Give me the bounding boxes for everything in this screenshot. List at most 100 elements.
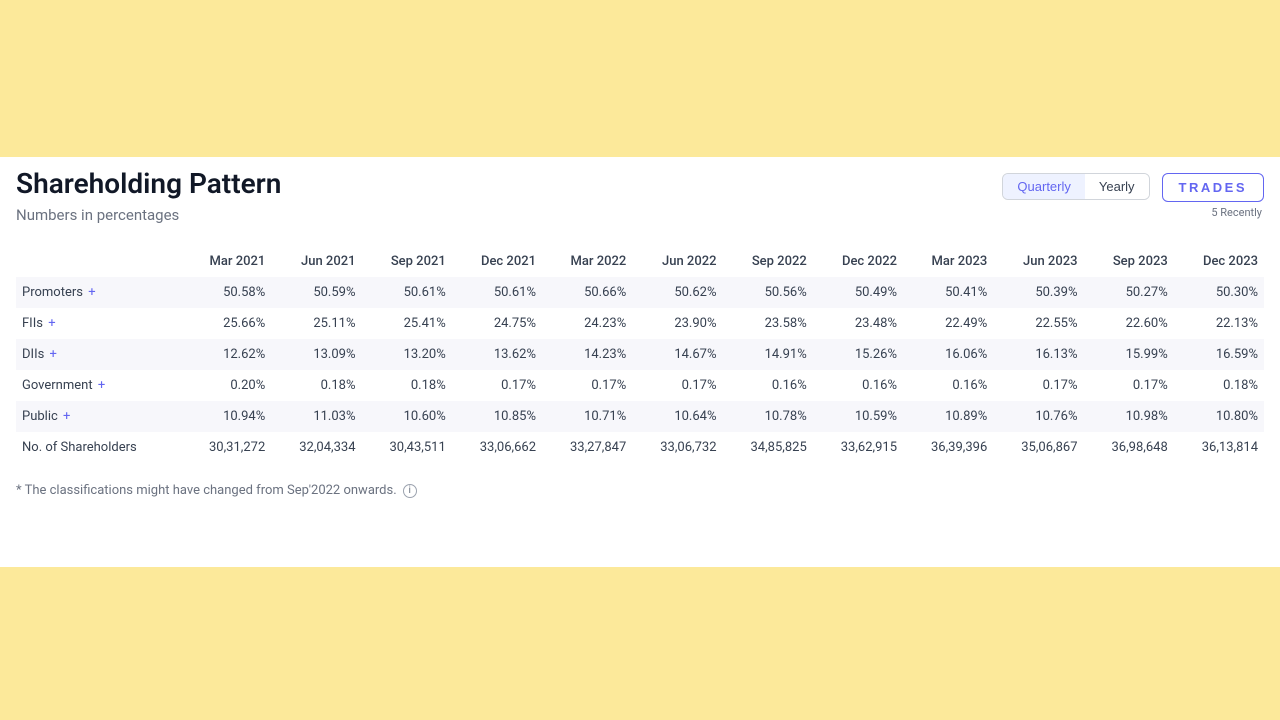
data-cell: 36,13,814	[1174, 432, 1264, 463]
expand-icon[interactable]: +	[46, 347, 57, 362]
expand-icon[interactable]: +	[95, 378, 106, 393]
trades-wrap: TRADES 5 Recently	[1162, 173, 1264, 219]
data-cell: 10.89%	[903, 401, 993, 432]
data-cell: 0.16%	[723, 370, 813, 401]
data-cell: 23.90%	[632, 308, 722, 339]
table-header-row: Mar 2021Jun 2021Sep 2021Dec 2021Mar 2022…	[16, 246, 1264, 277]
data-cell: 25.11%	[271, 308, 361, 339]
data-cell: 0.18%	[271, 370, 361, 401]
data-cell: 0.17%	[1084, 370, 1174, 401]
column-header: Dec 2023	[1174, 246, 1264, 277]
table-row: Public +10.94%11.03%10.60%10.85%10.71%10…	[16, 401, 1264, 432]
column-header: Sep 2021	[362, 246, 452, 277]
shareholding-table: Mar 2021Jun 2021Sep 2021Dec 2021Mar 2022…	[16, 246, 1264, 463]
data-cell: 14.23%	[542, 339, 632, 370]
column-header: Mar 2023	[903, 246, 993, 277]
data-cell: 50.61%	[362, 277, 452, 308]
data-cell: 16.06%	[903, 339, 993, 370]
row-label: Promoters	[22, 285, 83, 300]
data-cell: 15.99%	[1084, 339, 1174, 370]
row-label: Public	[22, 409, 58, 424]
data-cell: 50.49%	[813, 277, 903, 308]
data-cell: 30,43,511	[362, 432, 452, 463]
data-cell: 0.20%	[181, 370, 271, 401]
row-label: No. of Shareholders	[22, 440, 137, 455]
data-cell: 14.67%	[632, 339, 722, 370]
column-header: Jun 2022	[632, 246, 722, 277]
info-icon[interactable]: i	[403, 484, 417, 498]
data-cell: 11.03%	[271, 401, 361, 432]
data-cell: 50.30%	[1174, 277, 1264, 308]
expand-icon[interactable]: +	[85, 285, 96, 300]
row-label: DIIs	[22, 347, 44, 362]
expand-icon[interactable]: +	[60, 409, 71, 424]
data-cell: 33,27,847	[542, 432, 632, 463]
data-cell: 0.18%	[362, 370, 452, 401]
data-cell: 10.80%	[1174, 401, 1264, 432]
shareholding-card: Shareholding Pattern Numbers in percenta…	[0, 157, 1280, 567]
data-cell: 0.17%	[632, 370, 722, 401]
data-cell: 50.59%	[271, 277, 361, 308]
table-head: Mar 2021Jun 2021Sep 2021Dec 2021Mar 2022…	[16, 246, 1264, 277]
data-cell: 50.39%	[993, 277, 1083, 308]
data-cell: 0.17%	[452, 370, 542, 401]
data-cell: 24.23%	[542, 308, 632, 339]
data-cell: 50.62%	[632, 277, 722, 308]
table-row: DIIs +12.62%13.09%13.20%13.62%14.23%14.6…	[16, 339, 1264, 370]
column-header: Sep 2022	[723, 246, 813, 277]
data-cell: 50.41%	[903, 277, 993, 308]
data-cell: 50.58%	[181, 277, 271, 308]
column-header: Dec 2021	[452, 246, 542, 277]
data-cell: 32,04,334	[271, 432, 361, 463]
data-cell: 14.91%	[723, 339, 813, 370]
data-cell: 33,06,662	[452, 432, 542, 463]
data-cell: 0.17%	[993, 370, 1083, 401]
data-cell: 10.64%	[632, 401, 722, 432]
segmented-yearly[interactable]: Yearly	[1085, 174, 1149, 199]
trades-button[interactable]: TRADES	[1162, 173, 1264, 202]
data-cell: 33,62,915	[813, 432, 903, 463]
data-cell: 23.58%	[723, 308, 813, 339]
data-cell: 13.09%	[271, 339, 361, 370]
footnote: * The classifications might have changed…	[16, 483, 1264, 498]
data-cell: 10.85%	[452, 401, 542, 432]
data-cell: 0.18%	[1174, 370, 1264, 401]
row-label-cell: Government +	[16, 370, 181, 401]
segmented-quarterly[interactable]: Quarterly	[1003, 174, 1084, 199]
data-cell: 35,06,867	[993, 432, 1083, 463]
data-cell: 13.20%	[362, 339, 452, 370]
data-cell: 10.94%	[181, 401, 271, 432]
data-cell: 13.62%	[452, 339, 542, 370]
data-cell: 0.17%	[542, 370, 632, 401]
row-label-cell: Promoters +	[16, 277, 181, 308]
column-header: Jun 2023	[993, 246, 1083, 277]
data-cell: 22.60%	[1084, 308, 1174, 339]
footnote-text: * The classifications might have changed…	[16, 483, 397, 498]
data-cell: 16.59%	[1174, 339, 1264, 370]
data-cell: 12.62%	[181, 339, 271, 370]
data-cell: 0.16%	[903, 370, 993, 401]
card-header: Shareholding Pattern Numbers in percenta…	[16, 167, 1264, 246]
data-cell: 30,31,272	[181, 432, 271, 463]
expand-icon[interactable]: +	[45, 316, 56, 331]
data-cell: 10.78%	[723, 401, 813, 432]
table-corner	[16, 246, 181, 277]
data-cell: 36,98,648	[1084, 432, 1174, 463]
table-row: No. of Shareholders 30,31,27232,04,33430,…	[16, 432, 1264, 463]
table-row: Promoters +50.58%50.59%50.61%50.61%50.66…	[16, 277, 1264, 308]
column-header: Sep 2023	[1084, 246, 1174, 277]
data-cell: 50.66%	[542, 277, 632, 308]
row-label-cell: Public +	[16, 401, 181, 432]
page-subtitle: Numbers in percentages	[16, 206, 281, 224]
row-label-cell: DIIs +	[16, 339, 181, 370]
data-cell: 22.49%	[903, 308, 993, 339]
table-row: FIIs +25.66%25.11%25.41%24.75%24.23%23.9…	[16, 308, 1264, 339]
data-cell: 24.75%	[452, 308, 542, 339]
row-label-cell: No. of Shareholders	[16, 432, 181, 463]
data-cell: 10.71%	[542, 401, 632, 432]
column-header: Mar 2022	[542, 246, 632, 277]
column-header: Mar 2021	[181, 246, 271, 277]
row-label-cell: FIIs +	[16, 308, 181, 339]
data-cell: 36,39,396	[903, 432, 993, 463]
data-cell: 50.27%	[1084, 277, 1174, 308]
